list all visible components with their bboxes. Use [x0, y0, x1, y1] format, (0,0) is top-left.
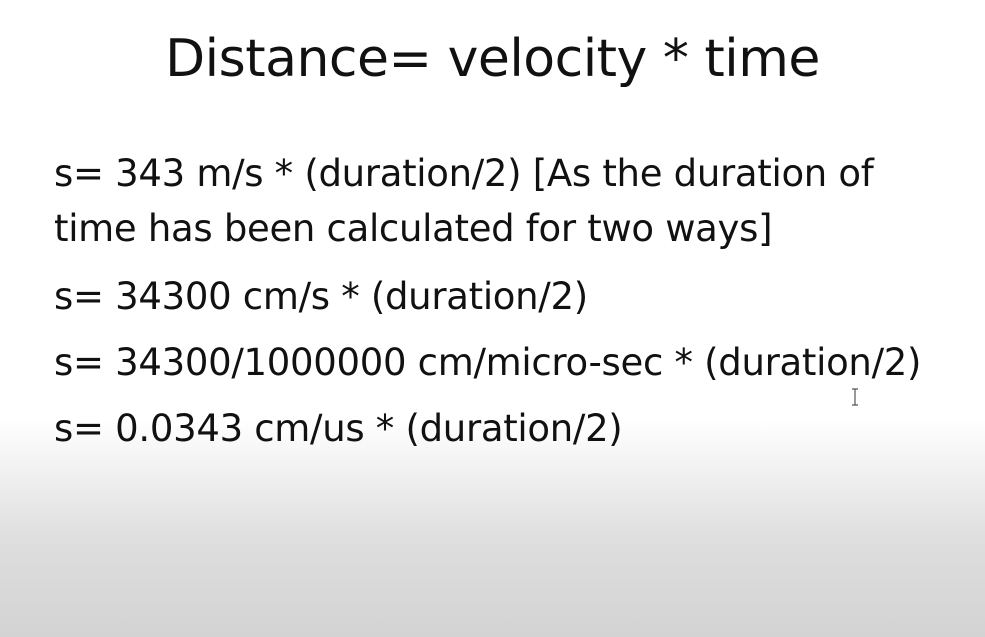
formula-line-1: s= 343 m/s * (duration/2) [As the durati… — [54, 152, 874, 195]
formula-line-2: time has been calculated for two ways] — [54, 207, 773, 250]
formula-line-4: s= 34300/1000000 cm/micro-sec * (duratio… — [54, 341, 922, 384]
formula-line-3: s= 34300 cm/s * (duration/2) — [54, 275, 588, 318]
text-cursor-icon — [852, 388, 858, 406]
slide-title: Distance= velocity * time — [165, 29, 820, 89]
formula-line-5: s= 0.0343 cm/us * (duration/2) — [54, 407, 623, 450]
